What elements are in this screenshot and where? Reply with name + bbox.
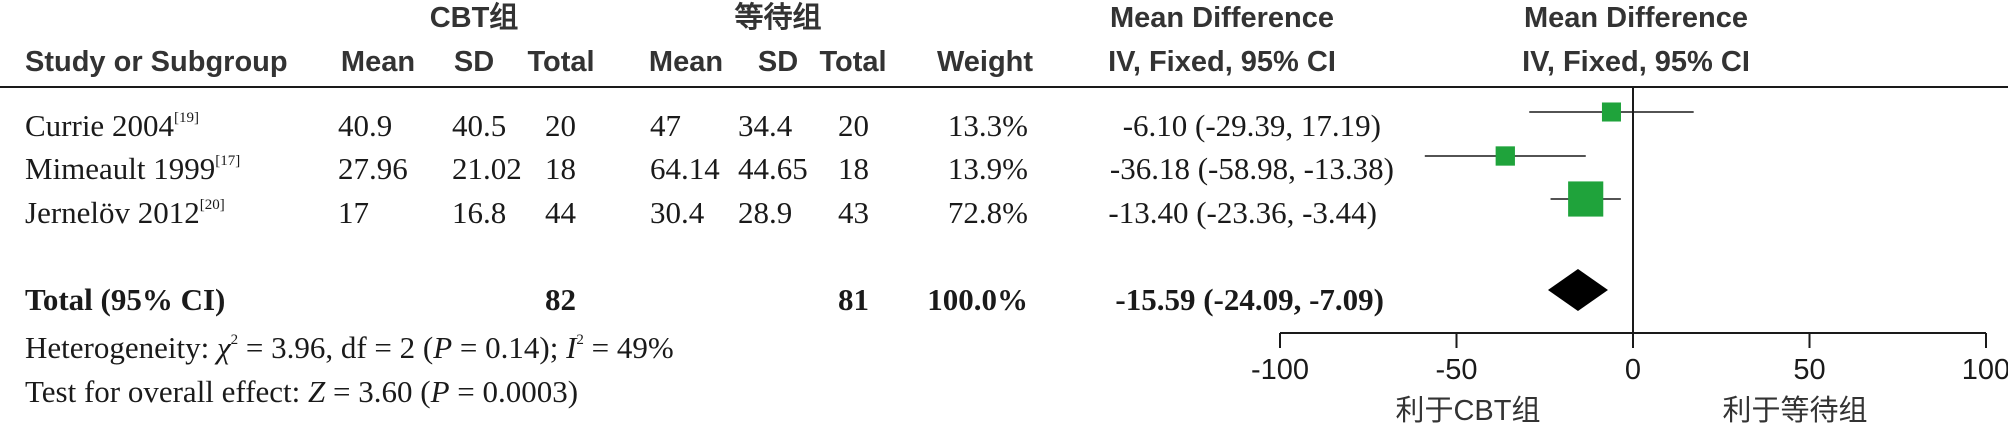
total2-header: Total (819, 46, 887, 78)
x-tick-label: -50 (1436, 354, 1478, 386)
sd1-cell: 40.5 (452, 108, 507, 143)
study-name: Mimeault 1999[17] (25, 151, 241, 186)
mean2-cell: 64.14 (650, 151, 720, 186)
study-square (1601, 102, 1621, 122)
x-tick-label: 0 (1625, 354, 1641, 386)
x-tick-label: 100 (1962, 354, 2008, 386)
total1-cell: 44 (545, 195, 576, 230)
sd2-cell: 28.9 (738, 195, 793, 230)
overall-effect-text: Test for overall effect: Z = 3.60 (P = 0… (25, 374, 579, 409)
mean1-cell: 27.96 (338, 151, 408, 186)
x-tick-label: -100 (1251, 354, 1309, 386)
mean2-cell: 47 (650, 108, 681, 143)
total2-cell: 43 (838, 195, 869, 230)
x-ticks: -100 -50 0 50 100 (1251, 333, 2008, 386)
weight-cell: 13.9% (947, 151, 1028, 186)
study-name: Jernelöv 2012[20] (25, 195, 225, 230)
pooled-diamond (1547, 269, 1608, 311)
ci-cell: -13.40 (-23.36, -3.44) (1108, 195, 1377, 230)
total1-cell: 20 (545, 108, 576, 143)
total2-sum: 81 (838, 282, 869, 317)
sd2-header: SD (757, 46, 799, 78)
group1-header: CBT组 (429, 2, 519, 34)
total-label: Total (95% CI) (25, 282, 226, 317)
favours-right-label: 利于等待组 (1722, 394, 1867, 425)
weight-cell: 72.8% (947, 195, 1028, 230)
sd2-cell: 44.65 (738, 151, 808, 186)
plot-column-subtitle: IV, Fixed, 95% CI (1522, 46, 1750, 78)
x-tick-label: 50 (1793, 354, 1825, 386)
md-column-title: Mean Difference (1109, 2, 1335, 34)
mean2-header: Mean (648, 46, 724, 78)
total-weight: 100.0% (927, 282, 1028, 317)
study-marks (1424, 102, 1694, 217)
total1-header: Total (527, 46, 595, 78)
pooled-estimate (1547, 269, 1608, 311)
ci-cell: -36.18 (-58.98, -13.38) (1109, 151, 1394, 186)
study-square (1495, 146, 1515, 166)
mean1-cell: 17 (338, 195, 369, 230)
group2-header: 等待组 (734, 2, 822, 34)
mean2-cell: 30.4 (650, 195, 705, 230)
total1-cell: 18 (545, 151, 576, 186)
sd1-cell: 21.02 (452, 151, 522, 186)
favours-left-label: 利于CBT组 (1395, 394, 1540, 425)
sd1-header: SD (453, 46, 495, 78)
study-column-header: Study or Subgroup (25, 46, 288, 78)
total2-cell: 20 (838, 108, 869, 143)
weight-header: Weight (936, 46, 1034, 78)
study-square (1568, 181, 1604, 217)
weight-cell: 13.3% (947, 108, 1028, 143)
total2-cell: 18 (838, 151, 869, 186)
study-name: Currie 2004[19] (25, 108, 199, 143)
md-column-subtitle: IV, Fixed, 95% CI (1108, 46, 1336, 78)
total-ci: -15.59 (-24.09, -7.09) (1115, 282, 1384, 317)
mean1-cell: 40.9 (338, 108, 393, 143)
total1-sum: 82 (545, 282, 576, 317)
plot-column-title: Mean Difference (1523, 2, 1749, 34)
sd2-cell: 34.4 (738, 108, 793, 143)
heterogeneity-text: Heterogeneity: χ2 = 3.96, df = 2 (P = 0.… (25, 330, 674, 365)
mean1-header: Mean (340, 46, 416, 78)
ci-cell: -6.10 (-29.39, 17.19) (1122, 108, 1381, 143)
sd1-cell: 16.8 (452, 195, 507, 230)
